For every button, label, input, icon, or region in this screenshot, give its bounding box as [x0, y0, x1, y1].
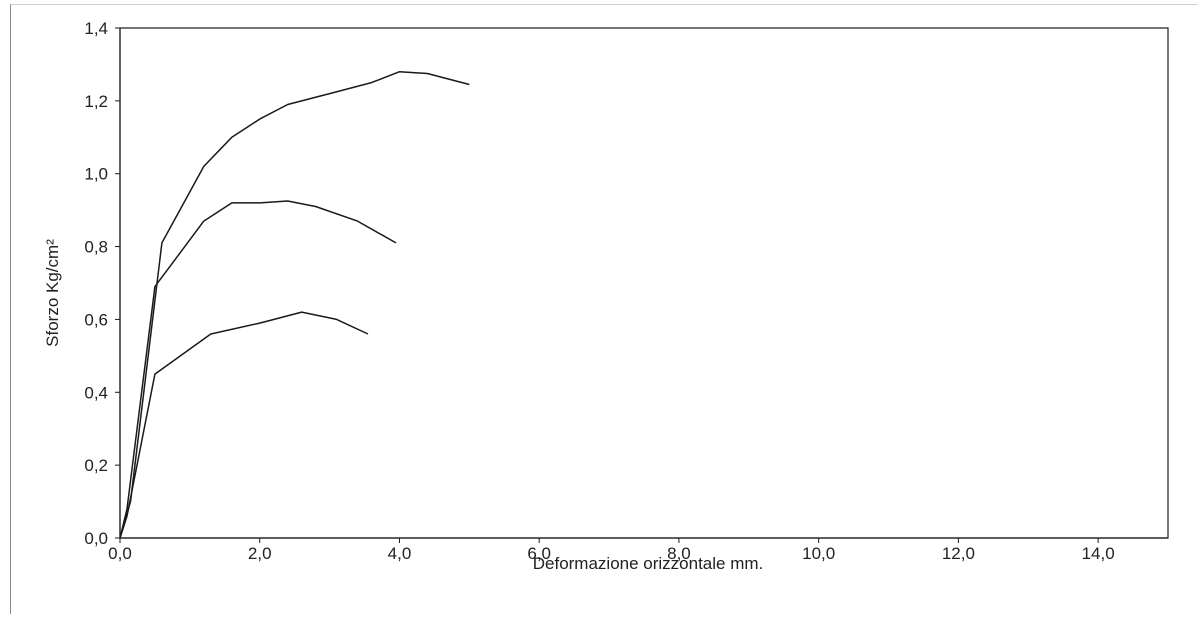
x-tick-label: 6,0	[527, 544, 551, 563]
x-tick-label: 0,0	[108, 544, 132, 563]
x-tick-label: 10,0	[802, 544, 835, 563]
y-tick-label: 0,0	[84, 529, 108, 548]
y-tick-label: 0,6	[84, 310, 108, 329]
plot-border	[119, 27, 1169, 539]
y-tick-label: 1,0	[84, 165, 108, 184]
y-axis-title: Sforzo Kg/cm²	[43, 239, 62, 347]
series-group	[119, 70, 470, 539]
x-tick-label: 12,0	[942, 544, 975, 563]
x-tick-label: 8,0	[667, 544, 691, 563]
x-tick-label: 14,0	[1082, 544, 1115, 563]
y-tick-label: 0,2	[84, 456, 108, 475]
y-axis-ticks: 0,0 0,2 0,4 0,6 0,8 1,0 1,2 1,4	[84, 19, 120, 548]
series-line-2	[119, 200, 397, 539]
x-tick-label: 4,0	[388, 544, 412, 563]
plot-area	[119, 27, 1169, 539]
y-tick-label: 1,4	[84, 19, 108, 38]
x-tick-label: 2,0	[248, 544, 272, 563]
y-tick-label: 1,2	[84, 92, 108, 111]
y-tick-label: 0,8	[84, 238, 108, 257]
page-frame	[10, 4, 1198, 614]
series-line-3	[119, 311, 369, 539]
x-axis-ticks: 0,0 2,0 4,0 6,0 8,0 10,0 12,0 14,0	[108, 538, 1115, 563]
x-axis-title: Deformazione orizzontale mm.	[533, 554, 764, 573]
y-tick-label: 0,4	[84, 383, 108, 402]
series-line-1	[119, 70, 470, 539]
